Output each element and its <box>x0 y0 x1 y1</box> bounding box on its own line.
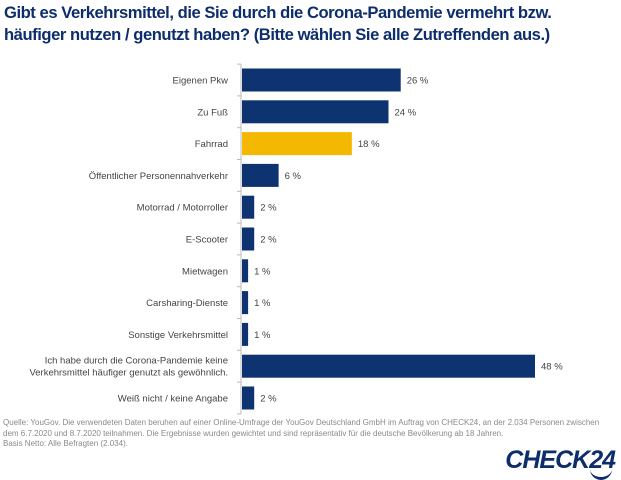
value-label: 2 % <box>260 235 277 246</box>
value-label: 1 % <box>254 330 271 341</box>
chart-title: Gibt es Verkehrsmittel, die Sie durch di… <box>4 2 621 46</box>
bar <box>242 354 535 378</box>
bar <box>242 163 279 187</box>
value-label: 48 % <box>541 362 563 373</box>
bar <box>242 68 401 92</box>
value-label: 1 % <box>254 266 271 277</box>
value-label: 2 % <box>260 394 277 405</box>
logo-smile-icon <box>590 469 612 480</box>
bar <box>242 259 249 283</box>
value-label: 24 % <box>395 107 417 118</box>
source-line-1: Quelle: YouGov. Die verwendeten Daten be… <box>3 418 600 427</box>
bar <box>242 132 352 156</box>
value-label: 18 % <box>358 139 380 150</box>
bar <box>242 100 389 124</box>
category-label: Fahrrad <box>195 139 228 150</box>
value-label: 26 % <box>407 76 429 87</box>
category-label: E-Scooter <box>186 235 228 246</box>
bar <box>242 386 255 410</box>
bar <box>242 322 249 346</box>
value-label: 6 % <box>285 171 302 182</box>
bar-chart: Eigenen Pkw 26 % Zu Fuß 24 % Fahrrad 18 % Öffe… <box>29 63 563 415</box>
title-line-1: Gibt es Verkehrsmittel, die Sie durch di… <box>4 3 552 22</box>
source-line-3: Basis Netto: Alle Befragten (2.034). <box>3 439 128 448</box>
category-label: Sonstige Verkehrsmittel <box>128 330 228 341</box>
category-label: Öffentlicher Personennahverkehr <box>89 171 228 182</box>
category-label: Mietwagen <box>182 266 228 277</box>
source-note: Quelle: YouGov. Die verwendeten Daten be… <box>3 418 603 450</box>
value-label: 1 % <box>254 298 271 309</box>
category-label: Motorrad / Motorroller <box>137 203 228 214</box>
category-label: Carsharing-Dienste <box>146 298 228 309</box>
source-line-2: dem 6.7.2020 und 8.7.2020 teilnahmen. Di… <box>3 428 504 438</box>
category-label: Weiß nicht / keine Angabe <box>118 394 228 405</box>
category-label: Ich habe durch die Corona-Pandemie keine <box>45 356 228 367</box>
bar <box>242 227 255 251</box>
bar <box>242 291 249 315</box>
bar <box>242 195 255 219</box>
value-label: 2 % <box>260 203 277 214</box>
title-line-2: häufiger nutzen / genutzt haben? (Bitte … <box>4 25 550 44</box>
category-label: Eigenen Pkw <box>173 76 229 87</box>
category-label: Verkehrsmittel häufiger genutzt als gewö… <box>29 368 228 379</box>
category-label: Zu Fuß <box>197 107 228 118</box>
